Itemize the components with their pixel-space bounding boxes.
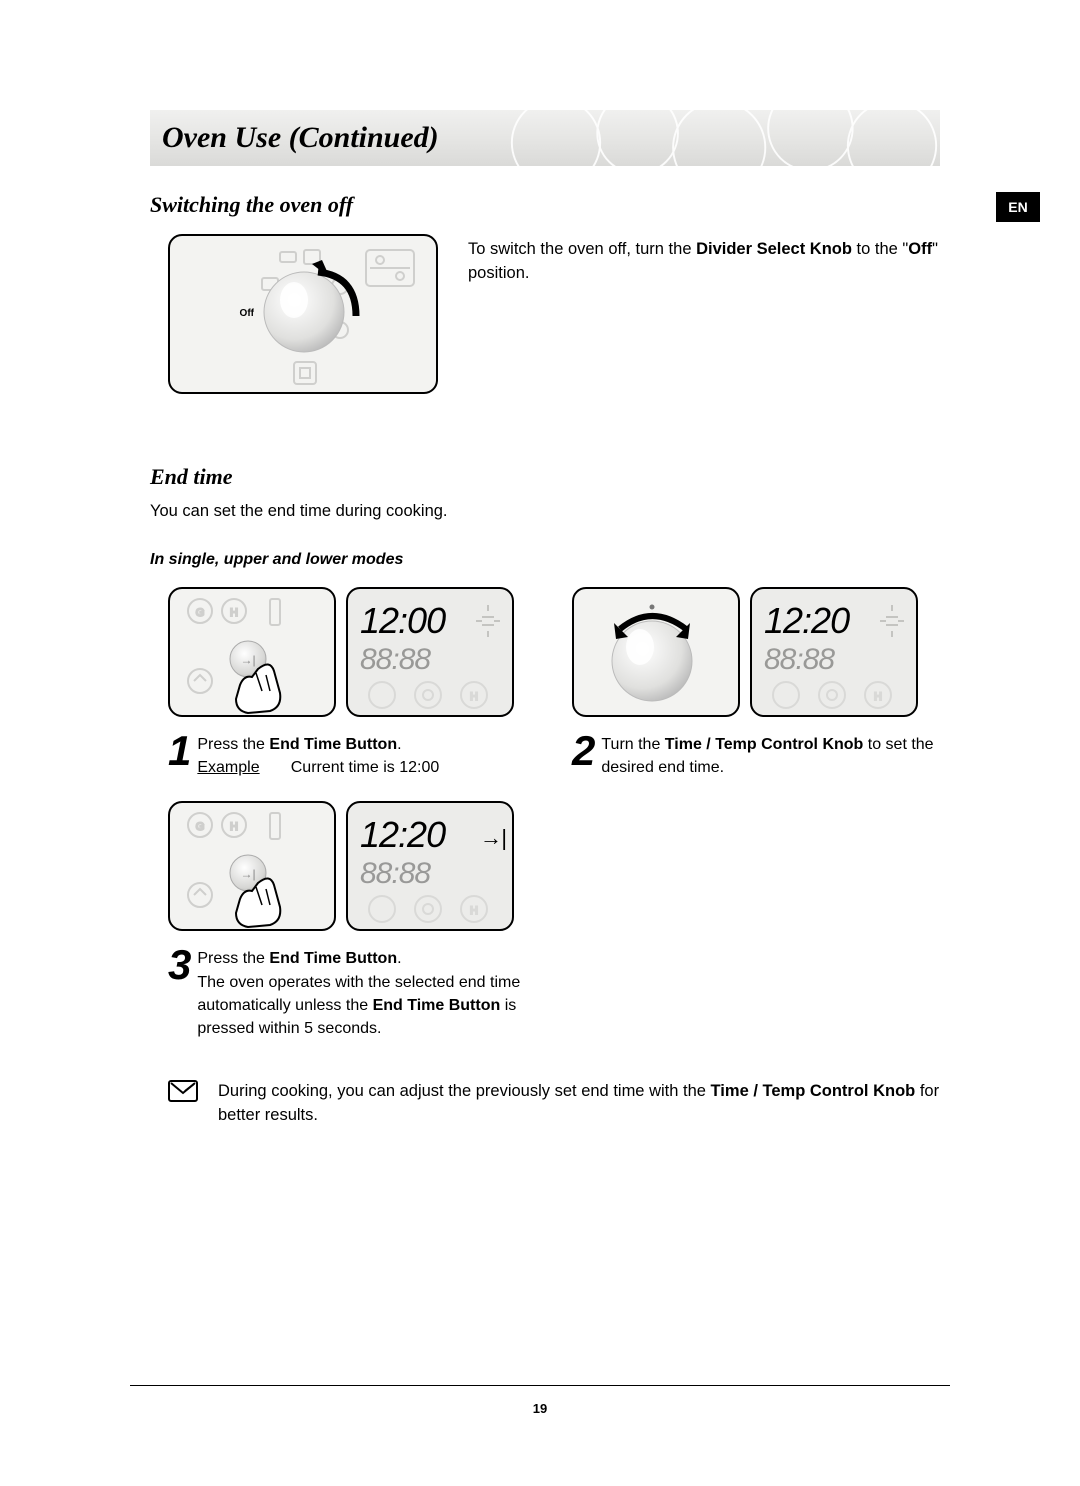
- svg-text:88:88: 88:88: [360, 857, 431, 890]
- note-row: During cooking, you can adjust the previ…: [168, 1080, 940, 1128]
- language-badge: EN: [996, 192, 1040, 222]
- step1-display-panel: 12:00 88:88 H: [346, 587, 514, 717]
- svg-text:→|: →|: [240, 867, 255, 881]
- step-2-text: Turn the Time / Temp Control Knob to set…: [601, 731, 940, 779]
- step-1-text: Press the End Time Button. Example Curre…: [197, 731, 439, 779]
- step-number-3: 3: [168, 945, 191, 983]
- svg-text:H: H: [874, 691, 882, 703]
- switching-off-instruction: To switch the oven off, turn the Divider…: [468, 234, 940, 394]
- svg-text:G: G: [196, 607, 205, 619]
- note-icon: [168, 1080, 198, 1107]
- page-number: 19: [0, 1401, 1080, 1416]
- section-title-end-time: End time: [150, 464, 940, 490]
- footer-rule: [130, 1385, 950, 1386]
- display-time-1: 12:00: [360, 600, 446, 641]
- note-text: During cooking, you can adjust the previ…: [218, 1080, 940, 1128]
- end-time-intro: You can set the end time during cooking.: [150, 500, 940, 523]
- mode-note: In single, upper and lower modes: [150, 551, 940, 569]
- step3-display-panel: 12:20 →| 88:88 H: [346, 801, 514, 931]
- step1-button-panel: G H: [168, 587, 336, 717]
- svg-text:88:88: 88:88: [764, 643, 835, 676]
- page-header: Oven Use (Continued): [150, 110, 940, 166]
- svg-text:88:88: 88:88: [360, 643, 431, 676]
- header-decoration: [460, 110, 940, 166]
- display-time-3: 12:20: [360, 814, 446, 855]
- svg-text:H: H: [230, 607, 238, 619]
- svg-text:H: H: [470, 905, 478, 917]
- svg-text:→|: →|: [240, 653, 255, 667]
- step-number-1: 1: [168, 731, 191, 769]
- step2-knob-panel: [572, 587, 740, 717]
- page-title: Oven Use (Continued): [162, 121, 439, 155]
- display-time-2: 12:20: [764, 600, 850, 641]
- step-3-text: Press the End Time Button. The oven oper…: [197, 945, 536, 1040]
- step2-display-panel: 12:20 88:88 H: [750, 587, 918, 717]
- off-label-text: Off: [240, 308, 255, 319]
- step-1: G H: [168, 587, 536, 779]
- svg-text:G: G: [196, 821, 205, 833]
- step3-button-panel: G H: [168, 801, 336, 931]
- svg-text:→|: →|: [480, 825, 506, 850]
- knob-off-illustration: Off: [168, 234, 438, 394]
- section-title-switching-off: Switching the oven off: [150, 192, 940, 218]
- step-number-2: 2: [572, 731, 595, 769]
- svg-text:H: H: [470, 691, 478, 703]
- step-3: G H: [168, 801, 536, 1040]
- svg-text:H: H: [230, 821, 238, 833]
- step-2: 12:20 88:88 H 2: [572, 587, 940, 779]
